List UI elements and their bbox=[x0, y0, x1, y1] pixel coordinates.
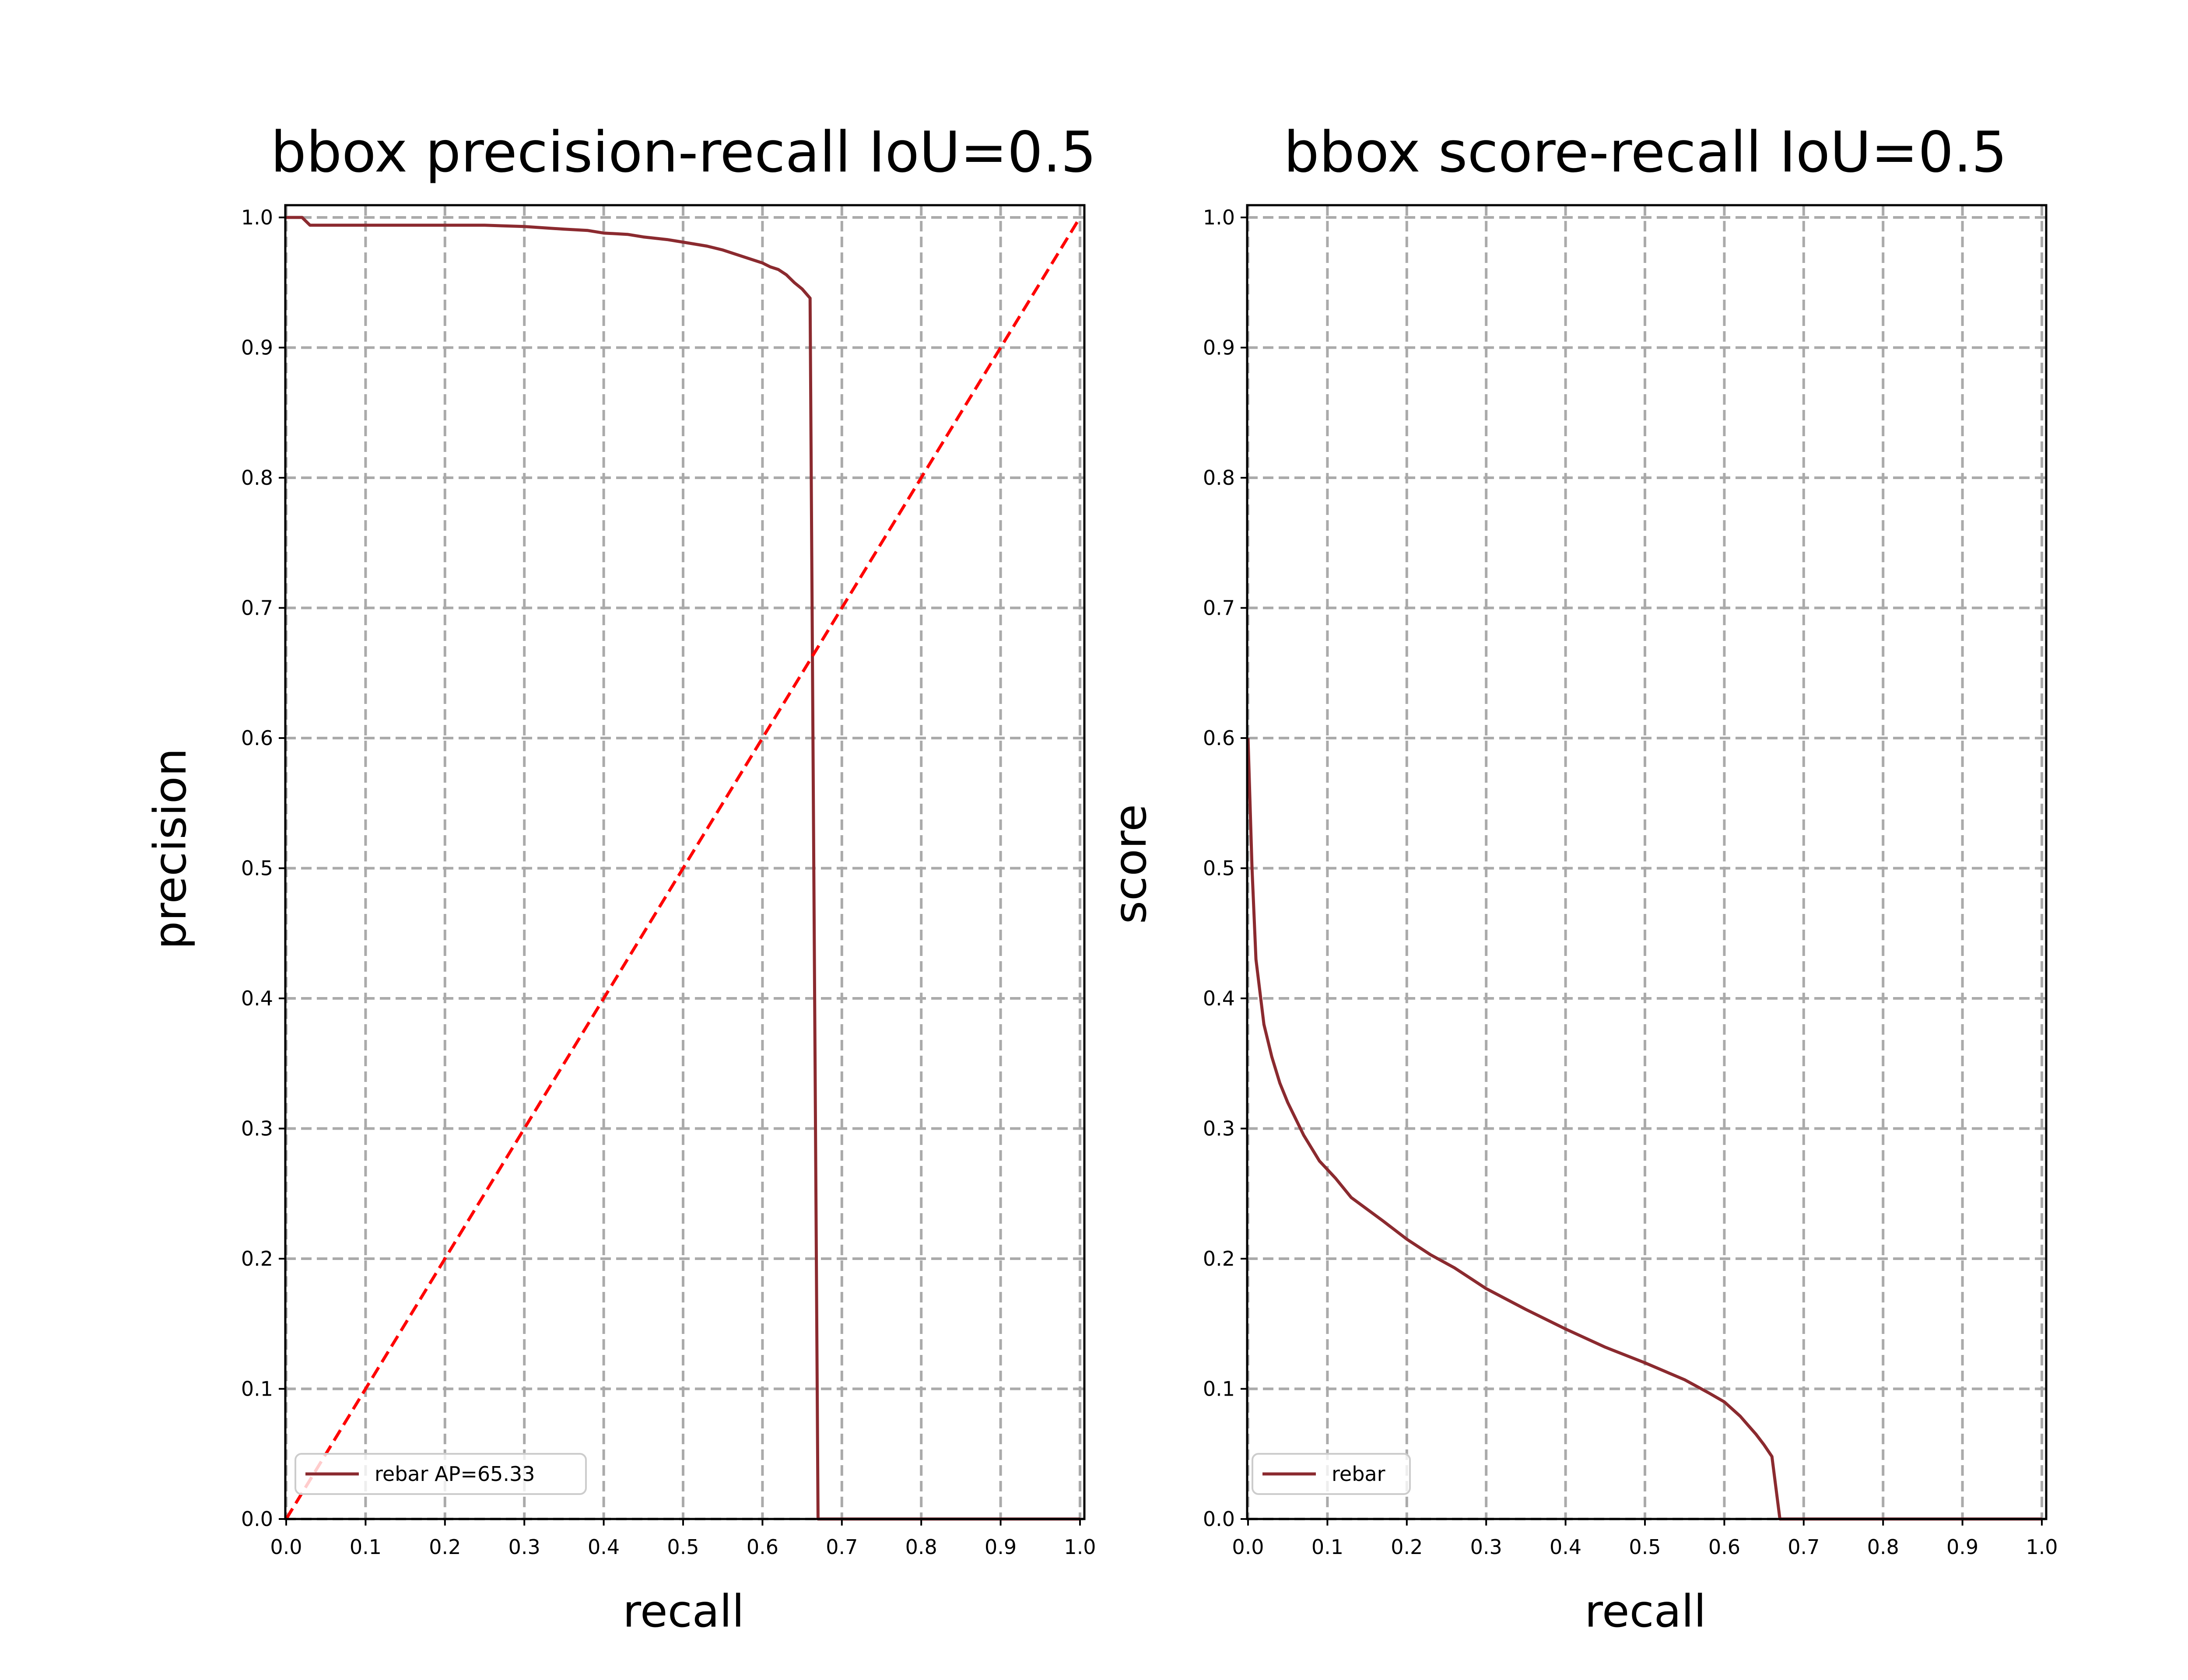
x-tick-label: 0.5 bbox=[1629, 1535, 1661, 1559]
chart-title: bbox precision-recall IoU=0.5 bbox=[271, 120, 1097, 185]
grid bbox=[1247, 205, 2046, 1520]
x-tick-label: 0.1 bbox=[1311, 1535, 1343, 1559]
x-axis-label: recall bbox=[1585, 1586, 1706, 1638]
x-tick-label: 0.6 bbox=[1708, 1535, 1740, 1559]
series-group bbox=[1246, 738, 2042, 1521]
legend-box bbox=[1252, 1453, 1411, 1495]
x-tick-label: 0.3 bbox=[1470, 1535, 1502, 1559]
x-tick-label: 0.4 bbox=[588, 1535, 620, 1559]
legend-box bbox=[295, 1453, 587, 1495]
y-tick-label: 0.6 bbox=[241, 726, 273, 750]
y-tick-label: 1.0 bbox=[241, 206, 273, 229]
legend-entry-label: rebar AP=65.33 bbox=[375, 1462, 535, 1486]
tick-group: 0.0 0.1 0.2 0.3 0.4 0.5 0.6 0.7 0.8 0.9 1.0 0.0 0.1 0… bbox=[241, 206, 1096, 1559]
y-tick-label: 0.6 bbox=[1203, 726, 1235, 750]
y-tick-label: 0.5 bbox=[241, 857, 273, 880]
x-tick-label: 0.7 bbox=[1788, 1535, 1820, 1559]
x-tick-label: 0.6 bbox=[747, 1535, 778, 1559]
y-tick-label: 0.5 bbox=[1203, 857, 1235, 880]
x-tick-label: 1.0 bbox=[2026, 1535, 2058, 1559]
series-group bbox=[285, 216, 1081, 1521]
y-tick-label: 0.4 bbox=[241, 987, 273, 1010]
x-tick-label: 0.5 bbox=[667, 1535, 699, 1559]
curve-line bbox=[1246, 738, 2042, 1521]
y-tick-label: 0.7 bbox=[241, 596, 273, 620]
x-tick-label: 0.1 bbox=[350, 1535, 382, 1559]
y-tick-label: 0.4 bbox=[1203, 987, 1235, 1010]
x-tick-label: 0.0 bbox=[270, 1535, 302, 1559]
axes-border bbox=[1246, 204, 2048, 1520]
x-tick-label: 0.9 bbox=[985, 1535, 1017, 1559]
axes-frame bbox=[284, 204, 1086, 1520]
x-tick-label: 0.2 bbox=[1391, 1535, 1423, 1559]
chart-title: bbox score-recall IoU=0.5 bbox=[1283, 120, 2007, 185]
curve-line bbox=[286, 216, 1080, 1521]
y-tick-label: 0.9 bbox=[1203, 336, 1235, 360]
legend-entry-label: rebar bbox=[1332, 1462, 1385, 1486]
y-tick-label: 0.3 bbox=[241, 1117, 273, 1141]
x-tick-label: 0.9 bbox=[1946, 1535, 1978, 1559]
legend: rebar bbox=[1252, 1453, 1411, 1495]
y-tick-label: 1.0 bbox=[1203, 206, 1235, 229]
precision-recall-chart: bbox precision-recall IoU=0.5 recall pre… bbox=[144, 120, 1096, 1638]
axes-border bbox=[284, 204, 1086, 1520]
x-tick-label: 0.4 bbox=[1550, 1535, 1581, 1559]
y-tick-label: 0.3 bbox=[1203, 1117, 1235, 1141]
diagonal-reference-line bbox=[285, 217, 1081, 1520]
y-tick-label: 0.8 bbox=[241, 466, 273, 490]
y-tick-label: 0.2 bbox=[1203, 1247, 1235, 1270]
y-tick-label: 0.0 bbox=[241, 1507, 273, 1531]
x-tick-label: 0.2 bbox=[429, 1535, 461, 1559]
x-tick-label: 0.8 bbox=[905, 1535, 937, 1559]
axes-frame bbox=[1246, 204, 2048, 1520]
x-tick-label: 1.0 bbox=[1064, 1535, 1096, 1559]
legend: rebar AP=65.33 bbox=[295, 1453, 587, 1495]
x-tick-label: 0.8 bbox=[1867, 1535, 1899, 1559]
x-tick-label: 0.0 bbox=[1232, 1535, 1264, 1559]
y-axis-label: score bbox=[1105, 804, 1157, 924]
x-tick-label: 0.7 bbox=[826, 1535, 858, 1559]
y-tick-label: 0.0 bbox=[1203, 1507, 1235, 1531]
y-tick-label: 0.7 bbox=[1203, 596, 1235, 620]
y-axis-label: precision bbox=[144, 748, 196, 949]
y-tick-label: 0.9 bbox=[241, 336, 273, 360]
tick-group: 0.0 0.1 0.2 0.3 0.4 0.5 0.6 0.7 0.8 0.9 1.0 0.0 0.1 0… bbox=[1203, 206, 2058, 1559]
x-tick-label: 0.3 bbox=[508, 1535, 540, 1559]
y-tick-label: 0.2 bbox=[241, 1247, 273, 1270]
y-tick-label: 0.1 bbox=[241, 1377, 273, 1401]
y-tick-label: 0.1 bbox=[1203, 1377, 1235, 1401]
x-axis-label: recall bbox=[623, 1586, 744, 1638]
score-recall-chart: bbox score-recall IoU=0.5 recall score 0… bbox=[1105, 120, 2058, 1638]
y-tick-label: 0.8 bbox=[1203, 466, 1235, 490]
